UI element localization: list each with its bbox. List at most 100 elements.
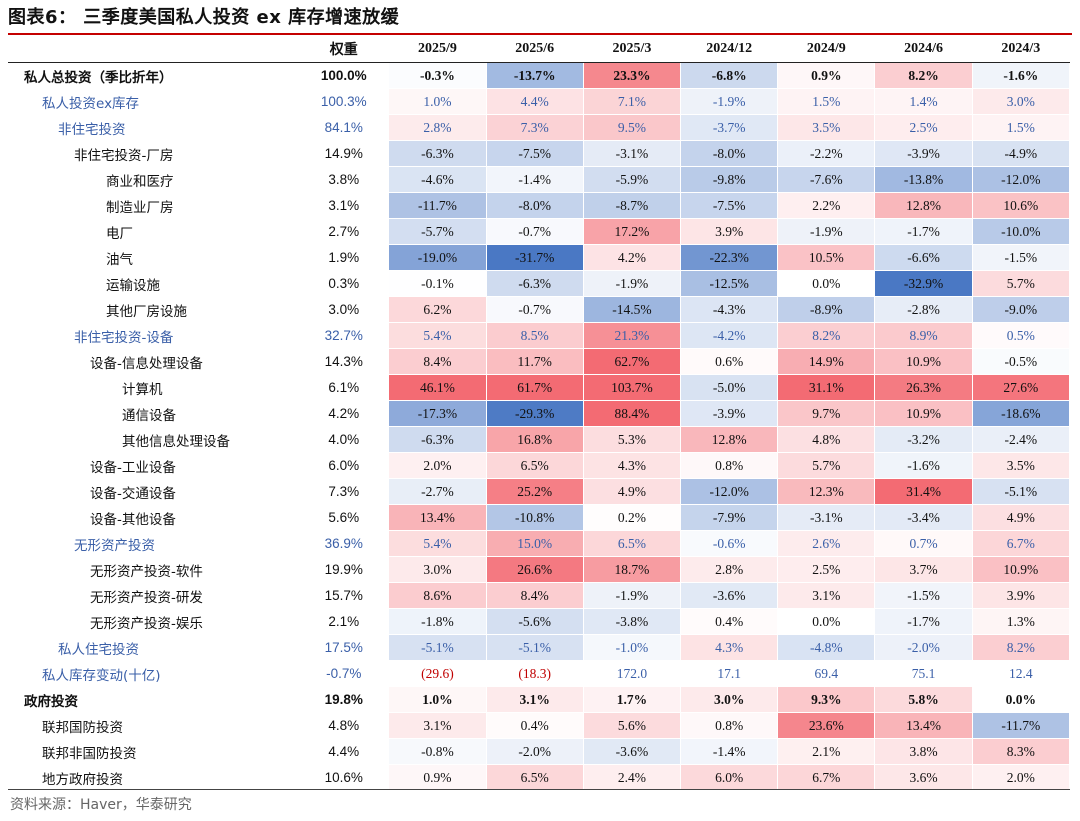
value-cell: 6.5% xyxy=(486,764,584,791)
value-cell: -13.7% xyxy=(486,62,584,89)
value-cell: 14.9% xyxy=(777,348,876,375)
bottom-rule xyxy=(8,789,1070,790)
column-header: 2024/12 xyxy=(680,36,779,63)
weight-cell: 7.3% xyxy=(298,478,390,505)
value-cell: -1.9% xyxy=(777,218,876,245)
table-row: 设备-其他设备 5.6% 13.4% -10.8% 0.2% -7.9% -3.1% -3.4… xyxy=(8,504,1071,531)
weight-cell: 14.3% xyxy=(298,348,390,375)
value-cell: 0.6% xyxy=(680,348,779,375)
column-header: 2024/3 xyxy=(972,36,1071,63)
source-note: 资料来源：Haver，华泰研究 xyxy=(10,797,192,813)
value-cell: -4.6% xyxy=(388,166,487,193)
value-cell: 7.3% xyxy=(486,114,584,141)
value-cell: -0.3% xyxy=(388,62,487,89)
value-cell: -3.9% xyxy=(680,400,779,427)
value-cell: 3.1% xyxy=(388,712,487,739)
chart-title: 图表6： 三季度美国私人投资 ex 库存增速放缓 xyxy=(8,7,400,28)
value-cell: -2.0% xyxy=(486,738,584,765)
value-cell: -3.9% xyxy=(874,140,973,167)
value-cell: 6.5% xyxy=(486,452,584,479)
value-cell: -12.0% xyxy=(680,478,779,505)
value-cell: 61.7% xyxy=(486,374,584,401)
value-cell: 62.7% xyxy=(583,348,682,375)
value-cell: -0.5% xyxy=(972,348,1071,375)
value-cell: -18.6% xyxy=(972,400,1071,427)
value-cell: -3.2% xyxy=(874,426,973,453)
row-label: 私人总投资（季比折年） xyxy=(8,62,300,89)
value-cell: 1.5% xyxy=(777,88,876,115)
value-cell: -8.9% xyxy=(777,296,876,323)
value-cell: -6.3% xyxy=(388,140,487,167)
value-cell: 8.6% xyxy=(388,582,487,609)
value-cell: -9.0% xyxy=(972,296,1071,323)
value-cell: 3.5% xyxy=(777,114,876,141)
row-label: 无形资产投资 xyxy=(8,530,300,557)
value-cell: -2.2% xyxy=(777,140,876,167)
value-cell: 3.9% xyxy=(680,218,779,245)
value-cell: -3.8% xyxy=(583,608,682,635)
row-label: 联邦非国防投资 xyxy=(8,738,300,765)
weight-cell: 17.5% xyxy=(298,634,390,661)
value-cell: 1.5% xyxy=(972,114,1071,141)
weight-cell: 19.8% xyxy=(298,686,390,713)
value-cell: 8.4% xyxy=(388,348,487,375)
value-cell: (18.3) xyxy=(486,660,584,687)
row-label: 运输设施 xyxy=(8,270,300,297)
weight-cell: 6.1% xyxy=(298,374,390,401)
row-label: 油气 xyxy=(8,244,300,271)
value-cell: -14.5% xyxy=(583,296,682,323)
weight-cell: 19.9% xyxy=(298,556,390,583)
table-row: 无形资产投资 36.9% 5.4% 15.0% 6.5% -0.6% 2.6% 0.7% 6.7… xyxy=(8,530,1071,557)
value-cell: 3.5% xyxy=(972,452,1071,479)
value-cell: -1.9% xyxy=(680,88,779,115)
value-cell: -1.9% xyxy=(583,582,682,609)
value-cell: -3.1% xyxy=(583,140,682,167)
heatmap-table: 权重 2025/9 2025/6 2025/3 2024/12 2024/9 2… xyxy=(8,36,1071,791)
value-cell: 3.0% xyxy=(680,686,779,713)
table-row: 无形资产投资-研发 15.7% 8.6% 8.4% -1.9% -3.6% 3.1% -1.5… xyxy=(8,582,1071,609)
value-cell: 13.4% xyxy=(874,712,973,739)
value-cell: -1.4% xyxy=(486,166,584,193)
row-label: 无形资产投资-娱乐 xyxy=(8,608,300,635)
value-cell: 6.2% xyxy=(388,296,487,323)
row-label: 电厂 xyxy=(8,218,300,245)
value-cell: -1.6% xyxy=(972,62,1071,89)
value-cell: 0.0% xyxy=(972,686,1071,713)
value-cell: 9.3% xyxy=(777,686,876,713)
value-cell: -13.8% xyxy=(874,166,973,193)
table-row: 政府投资 19.8% 1.0% 3.1% 1.7% 3.0% 9.3% 5.8% 0.0% xyxy=(8,686,1071,713)
value-cell: 1.3% xyxy=(972,608,1071,635)
value-cell: -1.8% xyxy=(388,608,487,635)
value-cell: -0.7% xyxy=(486,218,584,245)
value-cell: 26.3% xyxy=(874,374,973,401)
value-cell: -29.3% xyxy=(486,400,584,427)
table-row: 制造业厂房 3.1% -11.7% -8.0% -8.7% -7.5% 2.2% 12.8% 1… xyxy=(8,192,1071,219)
table-row: 私人库存变动(十亿) -0.7% (29.6) (18.3) 172.0 17.1 69.4… xyxy=(8,660,1071,687)
value-cell: -12.0% xyxy=(972,166,1071,193)
table-row: 联邦非国防投资 4.4% -0.8% -2.0% -3.6% -1.4% 2.1% 3.8% 8… xyxy=(8,738,1071,765)
value-cell: 2.5% xyxy=(874,114,973,141)
weight-cell: -0.7% xyxy=(298,660,390,687)
value-cell: -8.7% xyxy=(583,192,682,219)
weight-cell: 14.9% xyxy=(298,140,390,167)
value-cell: 3.9% xyxy=(972,582,1071,609)
value-cell: -7.9% xyxy=(680,504,779,531)
value-cell: 5.3% xyxy=(583,426,682,453)
weight-cell: 36.9% xyxy=(298,530,390,557)
table-row: 私人投资ex库存 100.3% 1.0% 4.4% 7.1% -1.9% 1.5% 1.4% 3… xyxy=(8,88,1071,115)
table-row: 通信设备 4.2% -17.3% -29.3% 88.4% -3.9% 9.7% 10.9% -… xyxy=(8,400,1071,427)
value-cell: 4.9% xyxy=(972,504,1071,531)
weight-cell: 32.7% xyxy=(298,322,390,349)
value-cell: 2.8% xyxy=(680,556,779,583)
value-cell: -17.3% xyxy=(388,400,487,427)
value-cell: -4.8% xyxy=(777,634,876,661)
value-cell: 5.4% xyxy=(388,322,487,349)
value-cell: 12.4 xyxy=(972,660,1071,687)
value-cell: 172.0 xyxy=(583,660,682,687)
value-cell: -5.6% xyxy=(486,608,584,635)
table-body: 私人总投资（季比折年） 100.0% -0.3% -13.7% 23.3% -6.8% 0.… xyxy=(8,62,1071,791)
value-cell: 75.1 xyxy=(874,660,973,687)
value-cell: 10.9% xyxy=(972,556,1071,583)
value-cell: 16.8% xyxy=(486,426,584,453)
table-row: 无形资产投资-软件 19.9% 3.0% 26.6% 18.7% 2.8% 2.5% 3.7%… xyxy=(8,556,1071,583)
